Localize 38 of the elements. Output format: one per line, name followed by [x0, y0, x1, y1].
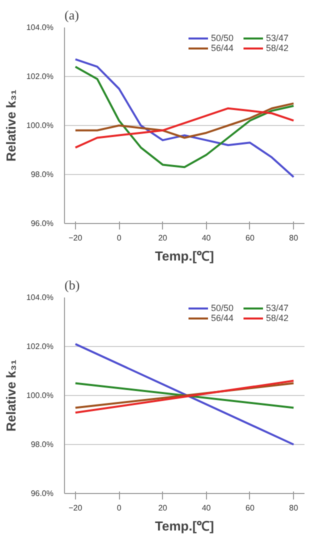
y-tick-label: 102.0%: [26, 72, 54, 81]
y-axis-title: Relative k₃₁: [3, 89, 18, 162]
y-tick-label: 100.0%: [26, 391, 54, 400]
line-series: [74, 107, 295, 149]
legend-label: 53/47: [266, 33, 290, 43]
legend-label: 56/44: [211, 313, 235, 323]
legend-label: 53/47: [266, 303, 290, 313]
text: (a): [64, 8, 79, 22]
legend-label: 58/42: [266, 313, 290, 323]
legend-label: 50/50: [211, 33, 235, 43]
x-tick-label: −20: [68, 504, 83, 512]
text: (b): [64, 278, 80, 292]
y-tick-label: 104.0%: [26, 23, 54, 32]
x-tick-label: −20: [68, 234, 83, 242]
x-tick-label: 60: [246, 234, 255, 242]
x-tick-label: 20: [158, 234, 168, 242]
x-tick-label: 60: [246, 504, 255, 512]
y-tick-label: 96.0%: [30, 489, 54, 498]
x-tick-label: 40: [202, 234, 212, 242]
legend-label: 50/50: [211, 303, 235, 313]
y-tick-label: 104.0%: [26, 293, 54, 302]
y-tick-label: 96.0%: [30, 219, 54, 228]
y-tick-label: 102.0%: [26, 342, 54, 351]
line-series: [74, 102, 295, 139]
x-tick-label: 0: [116, 504, 122, 512]
y-tick-label: 100.0%: [26, 121, 54, 130]
legend-label: 58/42: [266, 43, 290, 53]
x-axis-title: Temp.[℃]: [155, 518, 214, 534]
x-axis-title: Temp.[℃]: [155, 248, 214, 264]
x-tick-label: 40: [202, 504, 212, 512]
y-tick-label: 98.0%: [30, 440, 54, 449]
x-tick-label: 80: [289, 234, 299, 242]
y-tick-label: 98.0%: [30, 170, 54, 179]
x-tick-label: 0: [116, 234, 122, 242]
y-axis-title: Relative k₃₁: [3, 359, 18, 432]
x-tick-label: 80: [289, 504, 299, 512]
legend-label: 56/44: [211, 43, 235, 53]
x-tick-label: 20: [158, 504, 168, 512]
